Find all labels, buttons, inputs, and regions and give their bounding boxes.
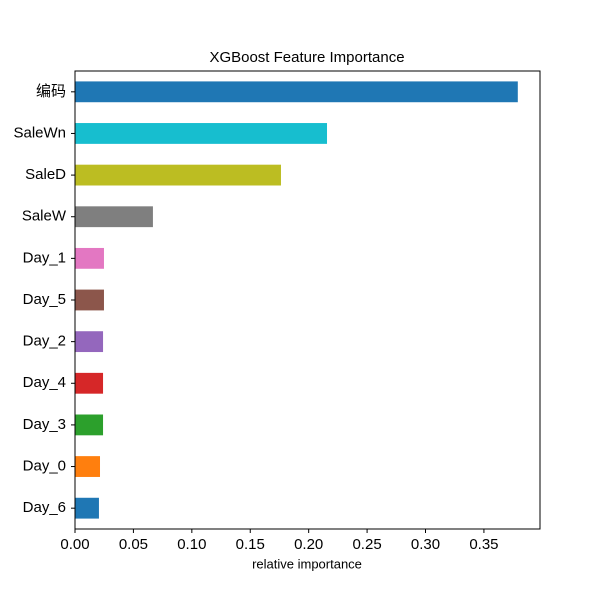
bar <box>75 206 153 228</box>
x-tick-label: 0.05 <box>119 536 148 553</box>
y-tick-label: Day_3 <box>23 416 66 433</box>
bar <box>75 497 99 519</box>
y-tick-label: SaleW <box>22 208 67 225</box>
bar <box>75 331 104 353</box>
x-tick-label: 0.20 <box>294 536 323 553</box>
bar <box>75 289 104 311</box>
x-tick-label: 0.00 <box>60 536 89 553</box>
y-tick-label: Day_4 <box>23 374 66 391</box>
bar <box>75 414 104 436</box>
y-tick-label: Day_6 <box>23 499 66 516</box>
bar <box>75 456 101 477</box>
x-tick-label: 0.10 <box>177 536 206 553</box>
bar <box>75 247 104 269</box>
x-tick-label: 0.30 <box>411 536 440 553</box>
y-tick-label: SaleD <box>25 166 66 183</box>
x-axis-label: relative importance <box>252 556 362 571</box>
bar <box>75 123 328 144</box>
x-tick-label: 0.35 <box>469 536 498 553</box>
y-tick-label: SaleWn <box>13 124 66 141</box>
chart-title: XGBoost Feature Importance <box>209 49 404 66</box>
bar <box>75 164 281 186</box>
y-tick-label: Day_1 <box>23 249 66 266</box>
y-tick-label: Day_0 <box>23 458 66 475</box>
x-tick-label: 0.25 <box>352 536 381 553</box>
bar <box>75 372 104 394</box>
y-tick-label: Day_5 <box>23 291 66 308</box>
y-tick-label: Day_2 <box>23 333 66 350</box>
x-tick-label: 0.15 <box>236 536 265 553</box>
y-tick-label: 编码 <box>36 83 66 100</box>
plot-frame <box>74 70 541 530</box>
bar <box>75 81 518 103</box>
